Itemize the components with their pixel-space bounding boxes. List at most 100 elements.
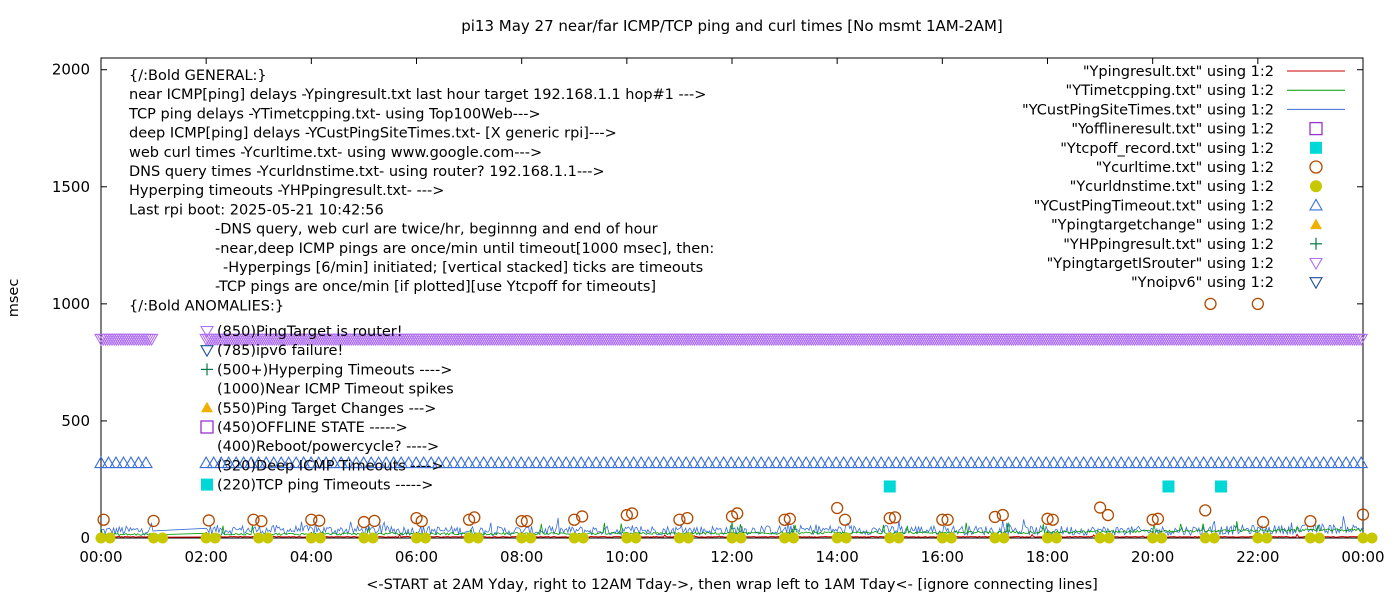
series-point [1147,532,1159,544]
y-tick-label: 2000 [52,61,90,79]
series-marker [731,455,746,469]
series-point [731,507,744,520]
legend-marker [1309,257,1323,271]
legend: "Ypingresult.txt" using 1:2 "YTimetcpping… [1022,64,1345,291]
series-marker [311,455,326,469]
series-point [1256,515,1270,529]
series-point [468,511,481,524]
anomaly-marker [200,325,214,339]
series-marker [364,455,379,469]
x-tick-label: 08:00 [500,548,543,566]
anomaly-line: (785)ipv6 failure! [217,343,343,359]
series-point [314,532,326,544]
series-marker [1129,455,1144,469]
series-point [1146,513,1159,526]
series-point [1103,532,1115,544]
series-marker [641,455,656,469]
series-marker [769,455,784,469]
series-marker [1249,455,1264,469]
x-tick-label: 00:00 [1341,548,1384,566]
series-point [1252,532,1264,544]
series-marker [919,455,934,469]
series-marker [724,455,739,469]
note-line: DNS query times -Ycurldnstime.txt- using… [129,164,605,180]
series-marker [559,455,574,469]
series-marker [386,455,401,469]
x-tick-label: 02:00 [185,548,228,566]
series-marker [1076,455,1091,469]
series-point [520,514,534,528]
series-point [200,532,212,544]
series-marker [461,455,476,469]
x-tick-label: 16:00 [921,548,964,566]
series-point [936,513,949,526]
series-point [989,532,1001,544]
note-line: {/:Bold GENERAL:} [129,68,267,84]
series-line [100,516,1364,537]
series-marker [581,455,596,469]
series-marker [206,455,221,469]
series-point [472,532,484,544]
series-marker [889,455,904,469]
series-point [305,532,317,544]
series-point [247,513,260,526]
series-point [525,532,537,544]
series-marker [791,455,806,469]
series-point [998,532,1010,544]
series-marker [251,455,266,469]
series-marker [446,455,461,469]
series-marker [424,455,439,469]
series-point [255,514,268,528]
series-marker [1234,455,1249,469]
anomaly-line: (1000)Near ICMP Timeout spikes [217,382,454,398]
series-marker [1054,455,1069,469]
series-point [515,514,528,528]
series-marker [521,455,536,469]
series-marker [1166,455,1181,469]
series-point [209,532,221,544]
series-point [253,532,265,544]
anomaly-line: (550)Ping Target Changes ---> [217,401,436,417]
series-marker [1316,455,1331,469]
y-tick-label: 500 [61,412,90,430]
series-point [97,513,110,526]
series-marker [619,455,634,469]
series-marker [1001,455,1016,469]
series-marker [1324,455,1339,469]
series-point [367,532,379,544]
legend-marker [1310,180,1322,193]
series-marker [416,455,431,469]
series-marker [214,455,229,469]
legend-label: "YHPpingresult.txt" using 1:2 [1063,237,1274,253]
anomaly-line: (500+)Hyperping Timeouts ----> [217,362,452,378]
series-marker [664,455,679,469]
series-marker [236,455,251,469]
series-marker [1039,455,1054,469]
series-point [463,532,475,544]
series-marker [1264,455,1279,469]
series-marker [341,455,356,469]
series-marker [799,455,814,469]
series-marker [259,455,274,469]
note-line: -DNS query, web curl are twice/hr, begin… [215,222,658,238]
series-marker [144,333,159,347]
series-point [883,480,896,493]
note-line: Hyperping timeouts -YHPpingresult.txt- -… [129,183,444,199]
series-marker [604,455,619,469]
series-marker [379,455,394,469]
anomaly-marker [201,401,213,413]
series-marker [694,455,709,469]
y-tick-label: 1500 [52,178,90,196]
series-marker [994,455,1009,469]
series-marker [851,455,866,469]
series-marker [124,455,138,469]
series-marker [1114,455,1129,469]
series-marker [1204,455,1219,469]
series-marker [671,455,686,469]
series-point [884,532,896,544]
series-point [726,532,738,544]
series-marker [829,455,844,469]
series-marker [1009,455,1024,469]
series-marker [394,455,409,469]
series-point [202,514,215,527]
